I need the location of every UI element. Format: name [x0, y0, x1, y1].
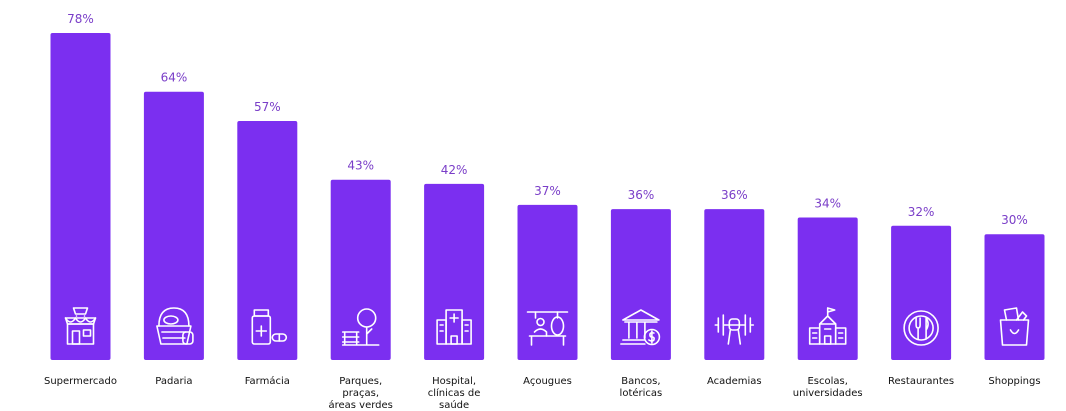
bar — [237, 121, 298, 360]
value-label: 57% — [254, 100, 281, 114]
category-label: Padaria — [155, 376, 192, 387]
bar — [330, 179, 391, 360]
value-label: 42% — [441, 163, 468, 177]
shopping-bag-icon — [999, 307, 1030, 346]
category-label: Bancos, lotéricas — [620, 376, 663, 399]
bar — [610, 209, 671, 360]
school-icon — [808, 307, 847, 345]
category-label: Parques, praças, áreas verdes — [328, 376, 392, 411]
bar — [984, 234, 1045, 360]
butcher-icon — [526, 311, 569, 346]
value-label: 32% — [908, 205, 935, 219]
category-label: Restaurantes — [888, 376, 954, 387]
restaurant-icon — [903, 310, 939, 346]
category-label: Açougues — [523, 376, 572, 387]
medicine-icon — [251, 309, 288, 345]
category-label: Escolas, universidades — [793, 376, 863, 399]
value-label: 36% — [721, 188, 748, 202]
category-label: Academias — [707, 376, 762, 387]
bar — [891, 225, 952, 360]
dumbbell-icon — [714, 314, 755, 345]
value-label: 30% — [1001, 213, 1028, 227]
bar — [143, 91, 204, 360]
value-label: 64% — [161, 71, 188, 85]
value-label: 36% — [628, 188, 655, 202]
bank-icon — [620, 309, 661, 346]
value-label: 37% — [534, 184, 561, 198]
bar — [50, 33, 111, 360]
hospital-icon — [436, 309, 472, 345]
bread-basket-icon — [156, 307, 194, 345]
value-label: 43% — [347, 159, 374, 173]
bar — [424, 183, 485, 360]
store-icon — [64, 307, 97, 345]
bar — [704, 209, 765, 360]
category-label: Farmácia — [245, 375, 290, 387]
category-label: Supermercado — [44, 376, 117, 387]
category-label: Shoppings — [988, 376, 1040, 387]
value-label: 78% — [67, 12, 94, 26]
value-label: 34% — [814, 197, 841, 211]
bar — [797, 217, 858, 360]
park-icon — [341, 308, 380, 346]
category-label: Hospital, clínicas de saúde — [428, 376, 481, 411]
